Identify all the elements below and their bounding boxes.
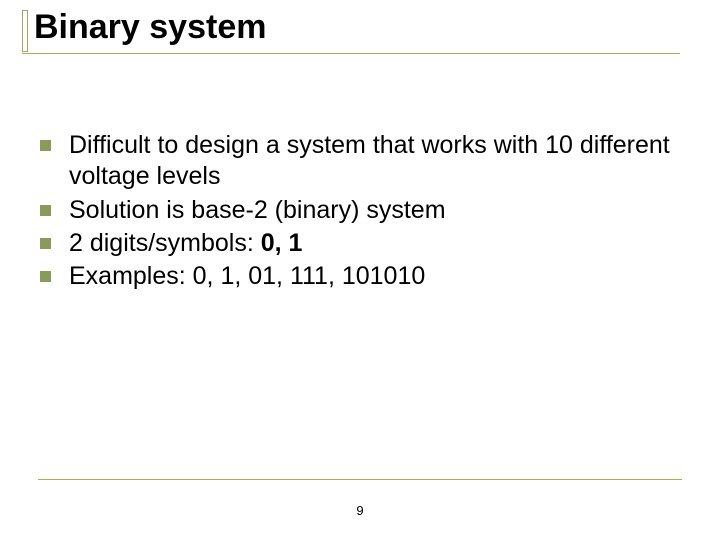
bottom-rule: [38, 479, 682, 480]
square-bullet-icon: [40, 271, 51, 282]
bullet-text: Difficult to design a system that works …: [69, 130, 690, 193]
square-bullet-icon: [40, 205, 51, 216]
bullet-item: Examples: 0, 1, 01, 111, 101010: [40, 261, 690, 292]
bullet-text-pre: Examples: 0, 1, 01, 111, 101010: [69, 262, 425, 290]
bullet-text: Examples: 0, 1, 01, 111, 101010: [69, 261, 425, 292]
bullet-item: Difficult to design a system that works …: [40, 130, 690, 193]
bullet-item: Solution is base-2 (binary) system: [40, 195, 690, 226]
slide: Binary system Difficult to design a syst…: [0, 0, 720, 540]
square-bullet-icon: [40, 238, 51, 249]
title-accent-box: [22, 10, 28, 52]
slide-title: Binary system: [22, 8, 680, 54]
bullet-text: 2 digits/symbols: 0, 1: [69, 228, 302, 259]
bullet-text-pre: Difficult to design a system that works …: [69, 131, 670, 190]
title-area: Binary system: [22, 8, 680, 54]
slide-body: Difficult to design a system that works …: [40, 130, 690, 294]
bullet-item: 2 digits/symbols: 0, 1: [40, 228, 690, 259]
bullet-text-pre: Solution is base-2 (binary) system: [69, 196, 446, 224]
bullet-text: Solution is base-2 (binary) system: [69, 195, 446, 226]
bullet-text-pre: 2 digits/symbols:: [69, 229, 261, 257]
page-number: 9: [0, 503, 720, 518]
square-bullet-icon: [40, 140, 51, 151]
bullet-text-bold: 0, 1: [261, 229, 303, 257]
